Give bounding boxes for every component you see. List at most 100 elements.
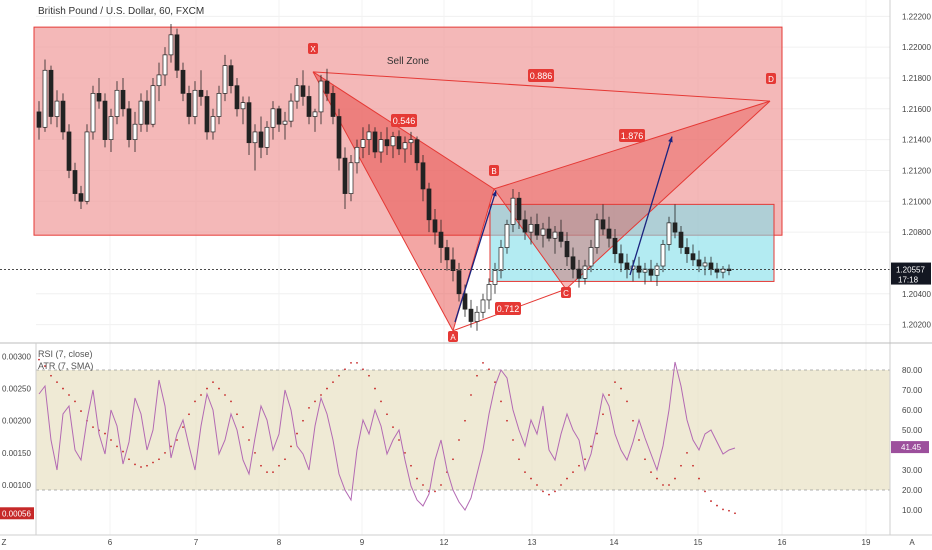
atr-dot xyxy=(362,368,364,371)
atr-dot xyxy=(242,426,244,429)
atr-dot xyxy=(116,445,118,448)
atr-dot xyxy=(626,400,628,403)
atr-dot xyxy=(68,394,70,396)
svg-text:C: C xyxy=(563,289,569,298)
chart-title: British Pound / U.S. Dollar, 60, FXCM xyxy=(38,6,204,17)
atr-dot xyxy=(710,500,712,502)
atr-dot xyxy=(644,458,646,461)
atr-dot xyxy=(518,458,520,461)
candle-body xyxy=(654,265,660,276)
atr-dot xyxy=(530,477,532,480)
point-x[interactable]: X xyxy=(308,43,318,54)
candle-body xyxy=(132,123,138,140)
point-b[interactable]: B xyxy=(489,165,499,176)
candle-body xyxy=(432,219,438,233)
atr-dot xyxy=(422,484,424,486)
rsi-tick-label: 20.00 xyxy=(902,486,923,495)
atr-dot xyxy=(248,439,250,441)
atr-dot xyxy=(62,387,64,390)
atr-tick-label: 0.00250 xyxy=(2,385,31,394)
price-tick-label: 1.21000 xyxy=(902,197,931,206)
candle-body xyxy=(618,253,624,264)
atr-dot xyxy=(494,381,496,384)
time-tick-label: 14 xyxy=(610,538,619,547)
candle-body xyxy=(300,85,306,97)
atr-dot xyxy=(566,477,568,480)
svg-text:1.876: 1.876 xyxy=(621,131,644,141)
candle-body xyxy=(582,265,588,279)
atr-dot xyxy=(296,432,298,435)
candle-body xyxy=(114,89,120,117)
price-axis[interactable]: 1.22200 1.22000 1.21800 1.21600 1.21400 1.212… xyxy=(902,12,931,329)
atr-dot xyxy=(578,464,580,467)
candle-body xyxy=(576,268,582,279)
rsi-tick-label: 50.00 xyxy=(902,426,923,435)
atr-dot xyxy=(542,490,544,493)
candle-body xyxy=(390,136,396,147)
atr-dot xyxy=(722,508,724,511)
atr-dot xyxy=(272,471,274,474)
svg-text:0.712: 0.712 xyxy=(497,304,520,314)
rsi-value-tag: 41.45 xyxy=(891,441,929,454)
atr-dot xyxy=(200,394,202,396)
time-tick-label: 8 xyxy=(277,538,282,547)
candle-body xyxy=(660,244,666,267)
candle-body xyxy=(102,100,108,140)
atr-dot xyxy=(236,413,238,416)
atr-dot xyxy=(692,464,694,467)
candle-body xyxy=(666,222,672,245)
pattern-triangle-bcd xyxy=(493,100,771,290)
point-a[interactable]: A xyxy=(448,331,458,342)
atr-dot xyxy=(164,451,166,454)
atr-dot xyxy=(554,490,556,493)
atr-dot xyxy=(338,374,340,377)
candle-body xyxy=(708,262,714,270)
price-tick-label: 1.21600 xyxy=(902,105,931,114)
candle-body xyxy=(540,228,546,236)
atr-dot xyxy=(176,439,178,441)
candle-body xyxy=(324,80,330,94)
point-d[interactable]: D xyxy=(766,73,776,84)
candle-body xyxy=(90,93,96,133)
sell-zone-label: Sell Zone xyxy=(387,56,430,67)
time-tick-label: 15 xyxy=(694,538,703,547)
atr-dot xyxy=(104,432,106,435)
time-tick-label: Z xyxy=(2,538,7,547)
candle-body xyxy=(606,228,612,239)
atr-dot xyxy=(686,451,688,454)
candle-body xyxy=(264,126,270,148)
pattern-triangle-xab xyxy=(312,71,495,333)
price-tick-label: 1.22200 xyxy=(902,12,931,21)
candle-body xyxy=(402,142,408,150)
candle-body xyxy=(510,197,516,225)
atr-axis[interactable]: 0.00300 0.00250 0.00200 0.00150 0.00100 xyxy=(2,352,31,490)
rsi-tick-label: 10.00 xyxy=(902,506,923,515)
atr-dot xyxy=(260,464,262,467)
atr-dot xyxy=(44,365,46,367)
time-axis[interactable]: Z 6 7 8 9 12 13 14 15 16 19 A xyxy=(2,538,916,547)
ratio-ac: 0.712 xyxy=(495,302,521,315)
candle-body xyxy=(672,222,678,233)
candle-body xyxy=(96,93,102,102)
candle-body xyxy=(66,131,72,171)
candle-body xyxy=(426,188,432,221)
candle-body xyxy=(318,80,324,113)
svg-text:0.00056: 0.00056 xyxy=(2,509,31,518)
time-tick-label: A xyxy=(909,538,915,547)
point-c[interactable]: C xyxy=(561,287,571,298)
sell-zone[interactable] xyxy=(33,26,783,236)
atr-dot xyxy=(344,368,346,371)
atr-dot xyxy=(416,477,418,480)
candle-body xyxy=(54,100,60,117)
atr-dot xyxy=(734,512,736,515)
atr-dot xyxy=(470,394,472,396)
rsi-tick-label: 70.00 xyxy=(902,386,923,395)
atr-dot xyxy=(512,439,514,441)
atr-dot xyxy=(290,445,292,448)
svg-text:X: X xyxy=(310,45,316,54)
price-tick-label: 1.22000 xyxy=(902,43,931,52)
time-tick-label: 16 xyxy=(778,538,787,547)
candle-body xyxy=(600,219,606,230)
atr-dot xyxy=(524,471,526,474)
